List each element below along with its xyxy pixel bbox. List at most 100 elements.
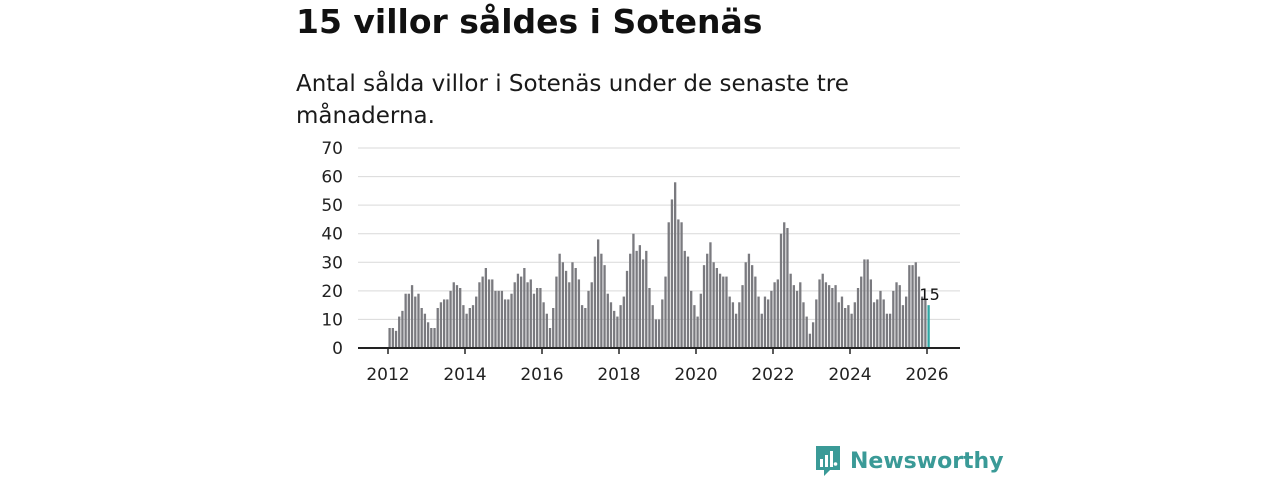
bar	[452, 282, 455, 348]
bar	[401, 310, 404, 348]
bar	[696, 316, 699, 348]
bar	[455, 285, 459, 348]
bar	[654, 319, 658, 348]
bar	[770, 290, 773, 348]
y-tick-label: 70	[321, 139, 343, 159]
bar	[837, 302, 840, 348]
bar	[795, 290, 799, 348]
bar	[478, 282, 481, 348]
bar	[475, 296, 478, 348]
bar	[622, 296, 625, 348]
bar	[760, 313, 763, 348]
bar	[552, 308, 555, 348]
bar	[779, 233, 783, 348]
brand-name: Newsworthy	[850, 448, 1004, 474]
bar	[651, 305, 654, 348]
bar	[439, 302, 443, 348]
bar	[568, 282, 571, 348]
bar	[805, 316, 808, 348]
x-tick-label: 2018	[597, 365, 640, 385]
bar	[465, 313, 468, 348]
bar	[446, 299, 449, 348]
x-tick-label: 2026	[905, 365, 948, 385]
bar	[414, 296, 417, 348]
bar	[744, 262, 747, 348]
bar	[523, 268, 526, 348]
bar	[529, 279, 532, 348]
bar	[459, 288, 462, 348]
bar	[661, 299, 664, 348]
chart-title: 15 villor såldes i Sotenäs	[296, 2, 763, 41]
bar	[596, 239, 600, 348]
bar	[904, 296, 908, 348]
bar	[555, 276, 558, 348]
bar	[853, 302, 856, 348]
bar	[542, 302, 545, 348]
bar	[388, 328, 391, 348]
bar	[686, 256, 690, 348]
bar	[500, 290, 504, 348]
bar-highlight	[927, 305, 930, 348]
bar	[564, 270, 568, 348]
bar	[888, 313, 892, 348]
bar	[625, 270, 629, 348]
bar	[869, 279, 873, 348]
bar	[426, 322, 430, 348]
y-tick-label: 60	[321, 168, 343, 188]
bar	[536, 288, 539, 348]
bar	[767, 299, 770, 348]
bar	[885, 313, 889, 348]
bar	[821, 273, 824, 348]
bar	[417, 293, 420, 348]
bar	[619, 305, 622, 348]
bar	[882, 299, 885, 348]
bar	[690, 290, 693, 348]
bar	[587, 290, 590, 348]
bar	[811, 322, 815, 348]
bar	[773, 282, 776, 348]
newsworthy-logo-icon	[816, 446, 840, 476]
bar	[532, 293, 536, 348]
bar	[898, 285, 901, 348]
bar	[484, 268, 488, 348]
bar	[802, 302, 805, 348]
x-tick-label: 2022	[751, 365, 794, 385]
bar	[574, 268, 577, 348]
bar	[613, 310, 616, 348]
bar	[510, 293, 513, 348]
bar	[872, 302, 876, 348]
bar	[558, 253, 561, 348]
bar	[827, 285, 831, 348]
bar	[789, 273, 792, 348]
brand-logo: Newsworthy	[814, 444, 1004, 478]
bar	[741, 285, 744, 348]
bar	[584, 308, 587, 348]
bar	[863, 259, 866, 348]
bar	[616, 316, 619, 348]
bar	[436, 308, 439, 348]
bar	[645, 250, 648, 348]
bar	[908, 265, 911, 348]
chart-subtitle: Antal sålda villor i Sotenäs under de se…	[296, 71, 849, 129]
data-label-last: 15	[919, 285, 939, 304]
bar	[606, 293, 609, 348]
bar	[799, 282, 802, 348]
bar	[449, 290, 452, 348]
bar	[921, 296, 924, 348]
bar	[776, 279, 779, 348]
y-tick-label: 30	[321, 253, 343, 273]
bar	[516, 273, 520, 348]
bar	[757, 296, 760, 348]
bar	[750, 265, 754, 348]
bar	[673, 182, 677, 348]
bar	[430, 328, 433, 348]
bar	[407, 293, 411, 348]
bar	[471, 305, 475, 348]
bar	[917, 276, 921, 348]
bar	[715, 268, 719, 348]
bar	[670, 199, 674, 348]
bar	[895, 282, 898, 348]
bar	[394, 330, 398, 348]
bar	[462, 305, 465, 348]
bar	[410, 285, 414, 348]
